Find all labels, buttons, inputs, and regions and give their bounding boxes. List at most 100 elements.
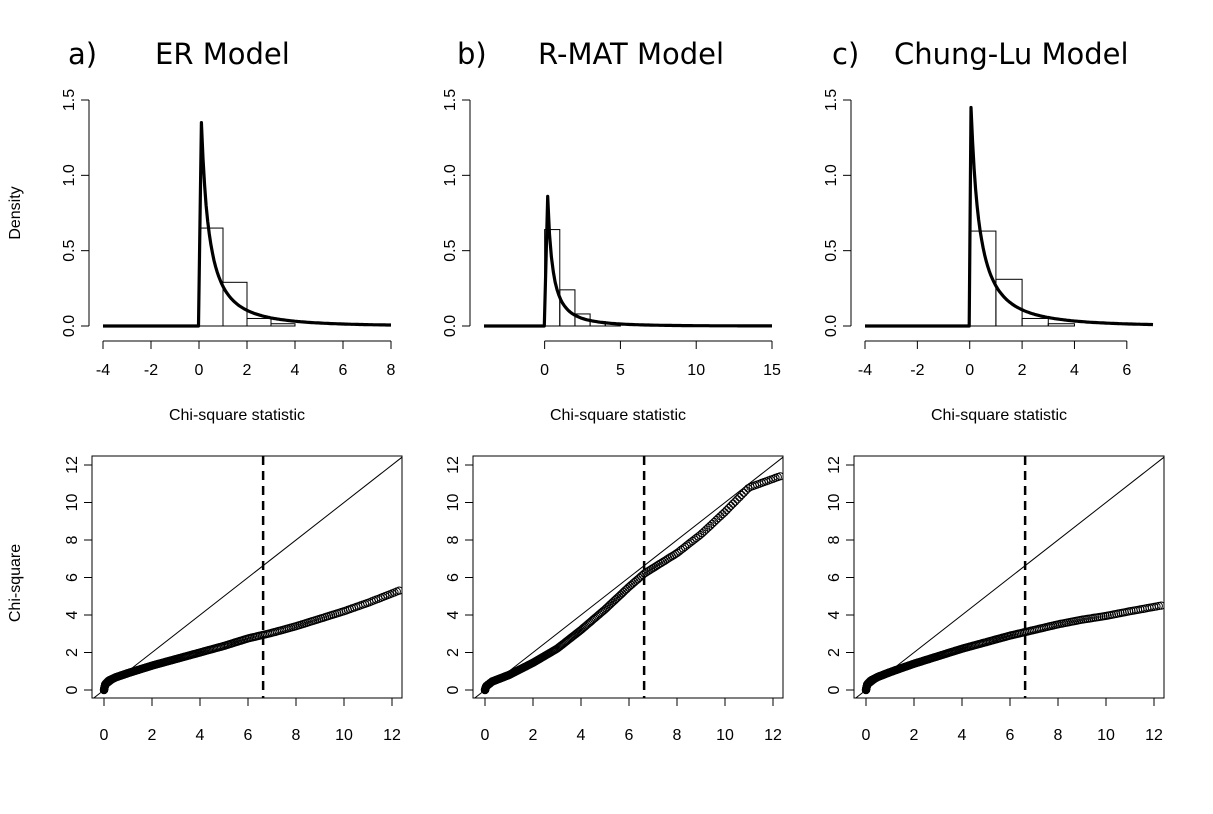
x-tick-label: 4 (291, 362, 300, 379)
x-tick-label: 0 (540, 362, 549, 379)
x-tick-label: 10 (1097, 727, 1115, 744)
x-tick-label: 8 (1054, 727, 1063, 744)
qq-point (735, 493, 744, 502)
qq-point (737, 490, 746, 500)
qq-point (610, 596, 619, 605)
qq-point (618, 589, 627, 598)
y-tick-label: 1.5 (442, 89, 459, 111)
y-tick-label: 2 (445, 648, 462, 657)
x-axis-label: Chi-square statistic (931, 407, 1067, 424)
x-tick-label: 5 (616, 362, 625, 379)
x-tick-label: 12 (764, 727, 782, 744)
qq-point (716, 512, 725, 521)
qq-point (609, 597, 618, 606)
histogram-bar (995, 278, 1023, 327)
x-tick-label: 2 (243, 362, 252, 379)
qq-point (712, 515, 721, 525)
histogram-bar (222, 281, 248, 327)
panel-title: ER Model (155, 37, 290, 71)
panel-letter: b) (457, 37, 487, 71)
x-tick-label: 2 (148, 727, 157, 744)
y-tick-label: 4 (445, 610, 462, 619)
y-tick-label: 10 (445, 494, 462, 512)
y-tick-label: 0.0 (61, 315, 78, 337)
qq-point (616, 590, 625, 599)
qq-point (1157, 601, 1164, 610)
histogram-bar (1021, 317, 1049, 327)
x-tick-label: 2 (910, 727, 919, 744)
y-tick-label: 1.0 (823, 164, 840, 186)
x-tick-label: 0 (195, 362, 204, 379)
density-curve (103, 121, 391, 328)
x-tick-label: 6 (625, 727, 634, 744)
qq-point (733, 495, 742, 504)
x-tick-label: 10 (716, 727, 734, 744)
plot-area (854, 456, 1164, 698)
y-tick-label: 1.5 (823, 89, 840, 111)
qq-point (724, 503, 733, 513)
reference-line (854, 456, 1164, 698)
x-tick-label: 8 (292, 727, 301, 744)
x-tick-label: -4 (858, 362, 872, 379)
plot-frame (91, 455, 403, 699)
y-tick-label: 0.0 (823, 315, 840, 337)
x-tick-label: 10 (335, 727, 353, 744)
x-tick-label: 0 (965, 362, 974, 379)
panel-title: Chung-Lu Model (894, 37, 1129, 71)
y-tick-label: 8 (64, 535, 81, 544)
qq-point (731, 497, 740, 506)
x-tick-label: 4 (577, 727, 586, 744)
panel-letter: a) (68, 37, 97, 71)
x-tick-label: 4 (196, 727, 205, 744)
plot-area (473, 456, 783, 698)
panel-letter: c) (832, 37, 859, 71)
x-tick-label: 4 (958, 727, 967, 744)
qq-point (718, 510, 727, 519)
y-tick-label: 12 (445, 456, 462, 474)
reference-line (92, 456, 402, 698)
y-tick-label: 0 (826, 685, 843, 694)
y-tick-label: 10 (826, 494, 843, 512)
x-tick-label: 8 (673, 727, 682, 744)
y-tick-label: 0.0 (442, 315, 459, 337)
qq-point (613, 593, 622, 602)
histogram-bar (1047, 323, 1075, 327)
density-curve (865, 105, 1154, 328)
qq-point (744, 484, 753, 493)
y-tick-label: 12 (64, 456, 81, 474)
qq-point (615, 592, 624, 601)
x-tick-label: 6 (1006, 727, 1015, 744)
y-tick-label: 4 (64, 610, 81, 619)
qq-point (728, 499, 738, 508)
x-tick-label: 15 (763, 362, 781, 379)
x-tick-label: 8 (387, 362, 396, 379)
y-tick-label: 8 (826, 535, 843, 544)
qq-point (612, 594, 621, 604)
x-tick-label: 6 (244, 727, 253, 744)
y-tick-label: 2 (64, 648, 81, 657)
y-tick-label: 0.5 (823, 239, 840, 261)
plot-area (92, 456, 402, 698)
y-tick-label: 10 (64, 494, 81, 512)
y-tick-label: 8 (445, 535, 462, 544)
x-tick-label: 4 (1070, 362, 1079, 379)
x-tick-label: 6 (1122, 362, 1131, 379)
y-tick-label: 0 (64, 685, 81, 694)
x-tick-label: 6 (339, 362, 348, 379)
histogram-bar (559, 289, 576, 327)
x-tick-label: -2 (144, 362, 158, 379)
histogram-bar (270, 323, 296, 327)
y-tick-label: 2 (826, 648, 843, 657)
y-tick-label: 6 (445, 573, 462, 582)
x-axis-label: Chi-square statistic (169, 407, 305, 424)
x-tick-label: 2 (1018, 362, 1027, 379)
y-tick-label: 12 (826, 456, 843, 474)
y-tick-label: 0.5 (61, 239, 78, 261)
qq-point (395, 586, 402, 595)
plot-frame (472, 455, 784, 699)
y-tick-label: 4 (826, 610, 843, 619)
y-tick-label: 6 (64, 573, 81, 582)
x-tick-label: 0 (862, 727, 871, 744)
y-tick-label: 0 (445, 685, 462, 694)
y-axis-label: Density (7, 186, 24, 239)
